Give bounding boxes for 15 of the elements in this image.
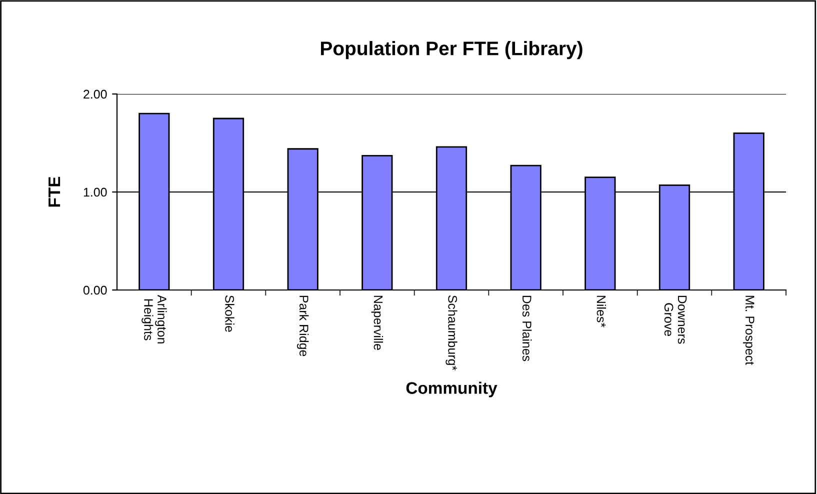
x-tick-label: Arlington Heights	[142, 294, 167, 344]
x-tick-label: Park Ridge	[297, 296, 309, 356]
y-tick-label: 0.00	[83, 286, 107, 295]
x-tick-label: Downers Grove	[664, 296, 687, 344]
y-tick-label: 1.00	[84, 188, 107, 197]
x-tick-label: Niles*	[596, 296, 606, 328]
x-tick-label: Mt. Prospect	[743, 296, 754, 365]
y-axis-title: FTE	[48, 176, 60, 207]
x-tick-label: Des Plaines	[522, 296, 532, 362]
chart-title: Population Per FTE (Library)	[321, 41, 582, 60]
y-tick-label: 2.00	[84, 90, 107, 99]
x-tick-label: Skokie	[225, 295, 234, 332]
x-tick-label: Schaumburg*	[446, 295, 458, 370]
x-axis-title: Community	[406, 382, 498, 398]
x-tick-label: Naperville	[371, 296, 383, 350]
